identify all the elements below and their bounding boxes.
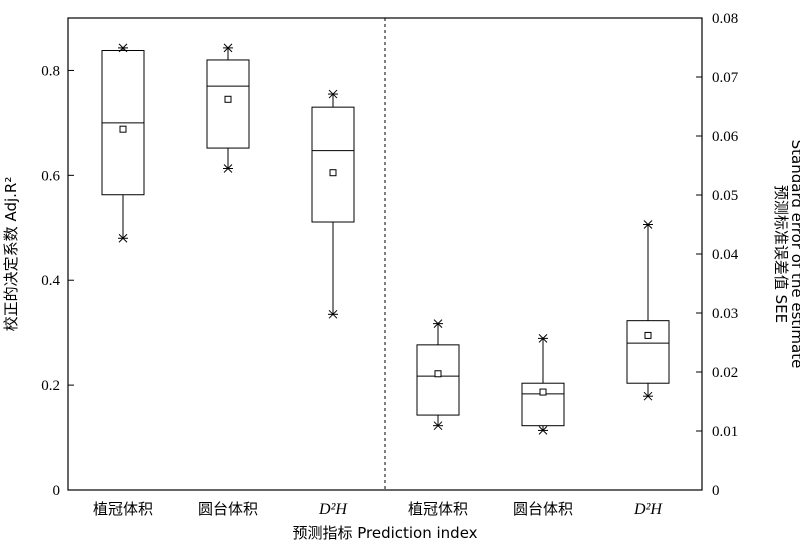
right-tick-label: 0.01 [712,424,738,440]
box-1 [101,43,145,243]
category-labels: 植冠体积 圆台体积 D²H 植冠体积 圆台体积 D²H [93,500,663,518]
min-marker [433,421,443,431]
left-tick-label: 0.8 [41,63,60,79]
max-marker [538,334,548,343]
max-marker [328,89,338,99]
right-tick-label: 0.05 [712,188,738,204]
right-tick-label: 0.04 [712,247,739,263]
max-marker [643,220,653,229]
max-marker [223,43,233,53]
min-marker [643,391,653,401]
right-tick-label: 0.06 [712,129,739,145]
right-tick-label: 0.07 [712,70,739,86]
min-marker [223,164,233,173]
right-tick-label: 0.08 [712,11,738,27]
iqr-box [521,382,565,427]
right-axis-ticks: 0 0.01 0.02 0.03 0.04 0.05 0.06 0.07 0.08 [696,11,739,499]
left-tick-label: 0.2 [41,378,60,394]
iqr-box [626,320,670,384]
left-tick-label: 0.4 [41,273,60,289]
category-label: 植冠体积 [408,500,468,518]
category-label: 植冠体积 [93,500,153,518]
y-axis-left-title: 校正的决定系数 Adj.R² [2,177,20,332]
category-label: D²H [318,501,348,518]
y-axis-right-title-line2: Standard error of the estimate [788,140,800,369]
box-3 [311,89,355,319]
mean-marker [434,370,442,378]
box-6 [626,220,670,401]
right-tick-label: 0 [712,483,720,499]
box-2 [206,43,250,173]
min-marker [118,233,128,243]
boxes [101,43,670,435]
iqr-box [311,106,355,223]
left-tick-label: 0 [53,483,61,499]
right-tick-label: 0.02 [712,365,738,381]
left-tick-label: 0.6 [41,168,60,184]
min-marker [538,426,548,435]
box-4 [416,319,460,431]
mean-marker [539,388,547,396]
box-5 [521,334,565,435]
x-axis-title: 预测指标 Prediction index [292,524,477,542]
category-label: 圆台体积 [198,500,258,518]
left-axis-ticks: 0 0.2 0.4 0.6 0.8 [41,63,74,499]
iqr-box [416,344,460,416]
mean-marker [644,331,652,339]
right-tick-label: 0.03 [712,306,738,322]
mean-marker [224,95,232,103]
mean-marker [329,169,337,177]
category-label: D²H [633,501,663,518]
y-axis-right-title-line1: 预测标准误差值 SEE [772,185,790,323]
category-label: 圆台体积 [513,500,573,518]
min-marker [328,309,338,319]
max-marker [433,319,443,328]
iqr-box [206,59,250,149]
max-marker [118,43,128,53]
mean-marker [119,125,127,133]
